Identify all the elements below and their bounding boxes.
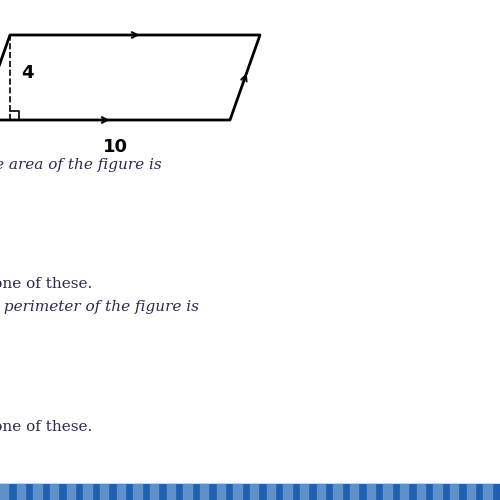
Bar — [384, 484, 392, 500]
Bar — [184, 484, 192, 500]
Bar — [34, 484, 42, 500]
Bar — [416, 484, 425, 500]
Bar — [50, 484, 58, 500]
Text: 4: 4 — [21, 64, 34, 82]
Bar — [284, 484, 292, 500]
Bar — [484, 484, 492, 500]
Text: The area of the figure is: The area of the figure is — [0, 158, 162, 172]
Bar — [250, 484, 258, 500]
Text: The perimeter of the figure is: The perimeter of the figure is — [0, 300, 199, 314]
Bar — [466, 484, 475, 500]
Bar — [300, 484, 308, 500]
Bar — [0, 484, 500, 500]
Bar — [216, 484, 225, 500]
Bar — [334, 484, 342, 500]
Bar — [166, 484, 175, 500]
Bar — [450, 484, 458, 500]
Text: None of these.: None of these. — [0, 420, 92, 434]
Bar — [200, 484, 208, 500]
Bar — [150, 484, 158, 500]
Bar — [16, 484, 25, 500]
Bar — [434, 484, 442, 500]
Bar — [266, 484, 275, 500]
Bar — [0, 484, 8, 500]
Bar — [100, 484, 108, 500]
Bar — [234, 484, 241, 500]
Text: 10: 10 — [102, 138, 128, 156]
Bar — [316, 484, 325, 500]
Bar — [350, 484, 358, 500]
Bar — [84, 484, 92, 500]
Bar — [134, 484, 141, 500]
Bar — [116, 484, 125, 500]
Bar — [66, 484, 75, 500]
Bar — [366, 484, 375, 500]
Bar — [400, 484, 408, 500]
Text: None of these.: None of these. — [0, 277, 92, 291]
